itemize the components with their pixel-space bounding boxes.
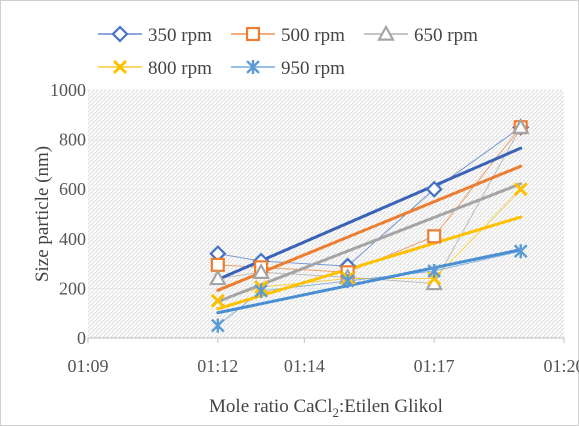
y-tick-labels: 0 200 400 600 800 1000 [50,80,86,348]
x-axis-title: Mole ratio CaCl2:Etilen Glikol [209,396,443,420]
square-marker [210,257,225,272]
y-tick-label: 1000 [50,80,86,100]
legend-item: 650 rpm [364,24,478,46]
star-marker [254,283,268,298]
x-marker [112,59,128,75]
legend-label: 950 rpm [281,58,345,79]
x-tick-label: 01:09 [67,356,108,376]
y-tick-label: 800 [59,130,86,150]
gridlines [88,89,564,289]
star-marker [427,264,441,279]
legend-label: 650 rpm [414,25,478,46]
legend-label: 800 rpm [148,58,212,79]
series-markers [208,117,530,333]
triangle-marker [208,269,227,286]
x-tick-labels: 01:09 01:12 01:14 01:17 01:20 [67,338,579,376]
x-tick-label: 01:14 [284,356,325,376]
legend-item: 800 rpm [98,58,212,79]
legend-item: 350 rpm [98,25,212,46]
y-tick-label: 0 [77,328,86,348]
plot-area [88,90,564,338]
star-marker [211,318,225,333]
trend-line [216,182,523,304]
legend-label: 350 rpm [148,25,212,46]
x-marker [210,293,225,308]
trend-line [216,215,523,311]
trend-line [216,146,523,282]
legend-item: 500 rpm [231,25,345,46]
square-marker [427,229,442,244]
triangle-marker [511,117,530,134]
x-tick-label: 01:12 [197,356,238,376]
y-axis-title: Size particle (nm) [32,146,53,282]
star-marker [513,244,528,259]
legend-label: 500 rpm [281,25,345,46]
x-tick-label: 01:17 [414,356,455,376]
star-marker [340,273,355,288]
legend-item: 950 rpm [231,58,345,79]
triangle-marker [252,263,270,279]
trend-line [216,248,523,315]
trend-lines [216,146,523,315]
legend: 350 rpm 500 rpm 650 rpm 800 rpm 950 rpm [98,24,478,79]
diamond-marker [111,25,129,43]
y-tick-label: 600 [59,179,86,199]
x-tick-label: 01:20 [543,356,579,376]
diamond-marker [425,180,443,198]
square-marker [245,26,261,42]
triangle-marker [377,24,395,41]
star-marker [246,60,260,74]
y-tick-label: 400 [59,229,86,249]
y-tick-label: 200 [59,278,86,298]
x-marker [513,182,528,197]
trend-line [216,164,523,292]
